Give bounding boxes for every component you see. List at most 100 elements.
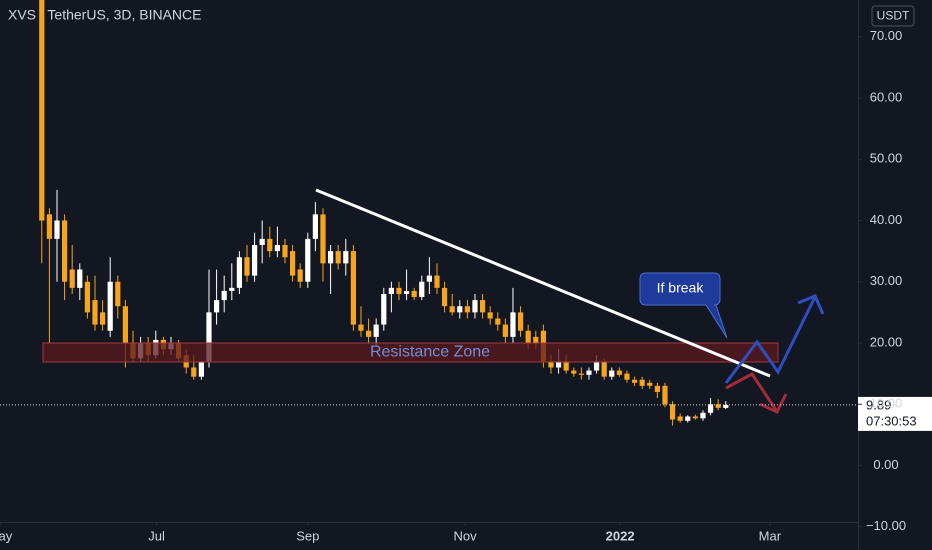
candle-body [669,404,676,420]
candle-body [229,287,235,291]
y-tick-label: 60.00 [870,89,903,104]
candle-body [61,220,68,282]
y-tick-label: 0.00 [873,457,898,472]
currency-label: USDT [877,9,910,23]
candle-body [396,287,402,294]
candle-body [586,370,592,375]
candle-body [251,244,258,276]
candle-body [312,214,318,239]
candle-body [327,251,334,264]
x-tick-label: 2022 [606,528,635,543]
candle-body [84,281,90,313]
last-price-box [858,396,932,431]
candle-body [335,251,341,264]
candle-body [464,306,470,313]
candle-body [39,0,45,221]
candle-body [533,336,539,343]
candle-body [289,251,296,276]
bull-arrow [724,296,817,384]
candle-body [282,244,288,258]
trend-line [315,188,771,378]
candle-body [723,404,729,408]
last-price-label: 9.89 [866,397,891,412]
candle-body [677,416,683,421]
candle-body [221,290,227,301]
candle-body [517,312,524,331]
candle-body [115,281,121,307]
x-tick-label: Nov [454,528,478,543]
candle-body [267,238,273,252]
candle-body [350,251,356,325]
candle-body [381,293,387,325]
candle-body [274,244,280,252]
candle-body [54,220,60,239]
candle-body [46,214,52,239]
candle-body [502,324,508,337]
candle-body [107,281,113,331]
candle-body [601,361,607,377]
candle-body [685,416,691,421]
candle-body [495,318,501,325]
candle-body [525,330,531,343]
candle-body [479,300,486,313]
candle-body [434,275,440,288]
candle-body [510,312,516,337]
candle-body [373,324,379,337]
x-tick-label: May [0,528,13,543]
candle-body [578,373,584,375]
y-tick-label: 10.00 [870,396,903,411]
candle-body [305,238,311,282]
candle-body [441,287,448,307]
candle-body [92,300,98,325]
x-tick-label: Mar [759,528,782,543]
candle-body [563,361,569,371]
candle-body [593,361,600,371]
candle-body [571,370,577,374]
candle-body [548,361,554,368]
candle-body [365,330,372,337]
candle-body [631,379,638,383]
y-tick-label: 70.00 [870,28,903,43]
candle-body [616,370,622,375]
y-tick-label: −10.00 [866,518,906,533]
candle-body [297,269,303,282]
candle-body [472,300,478,313]
candle-body [320,214,326,264]
countdown-label: 07:30:53 [866,413,917,428]
candle-body [624,373,630,380]
candle-body [191,367,197,377]
candle-body [77,269,83,288]
y-tick-label: 30.00 [870,273,903,288]
candle-body [343,251,349,264]
candle-body [654,385,660,392]
y-tick-label: 50.00 [870,151,903,166]
candle-body [358,324,364,331]
x-tick-label: Sep [296,528,319,543]
candle-body [715,404,721,408]
candle-body [647,382,653,386]
currency-badge[interactable] [871,5,915,27]
zone-label: Resistance Zone [370,344,490,361]
candle-body [198,361,204,377]
candle-body [419,281,425,298]
candle-body [707,404,714,413]
candle-body [388,287,394,294]
candle-body [487,312,493,319]
candle-body [662,385,668,405]
candle-body [259,238,265,245]
candle-body [206,312,212,362]
candle-body [609,370,615,377]
candle-body [639,379,645,386]
candle-body [244,257,250,276]
candle-body [99,312,106,325]
candle-body [122,306,128,343]
bear-arrowhead [759,393,788,414]
candle-body [403,290,410,294]
candle-body [700,412,706,419]
candle-body [411,290,417,298]
candle-body [457,306,463,313]
candle-body [236,257,242,288]
